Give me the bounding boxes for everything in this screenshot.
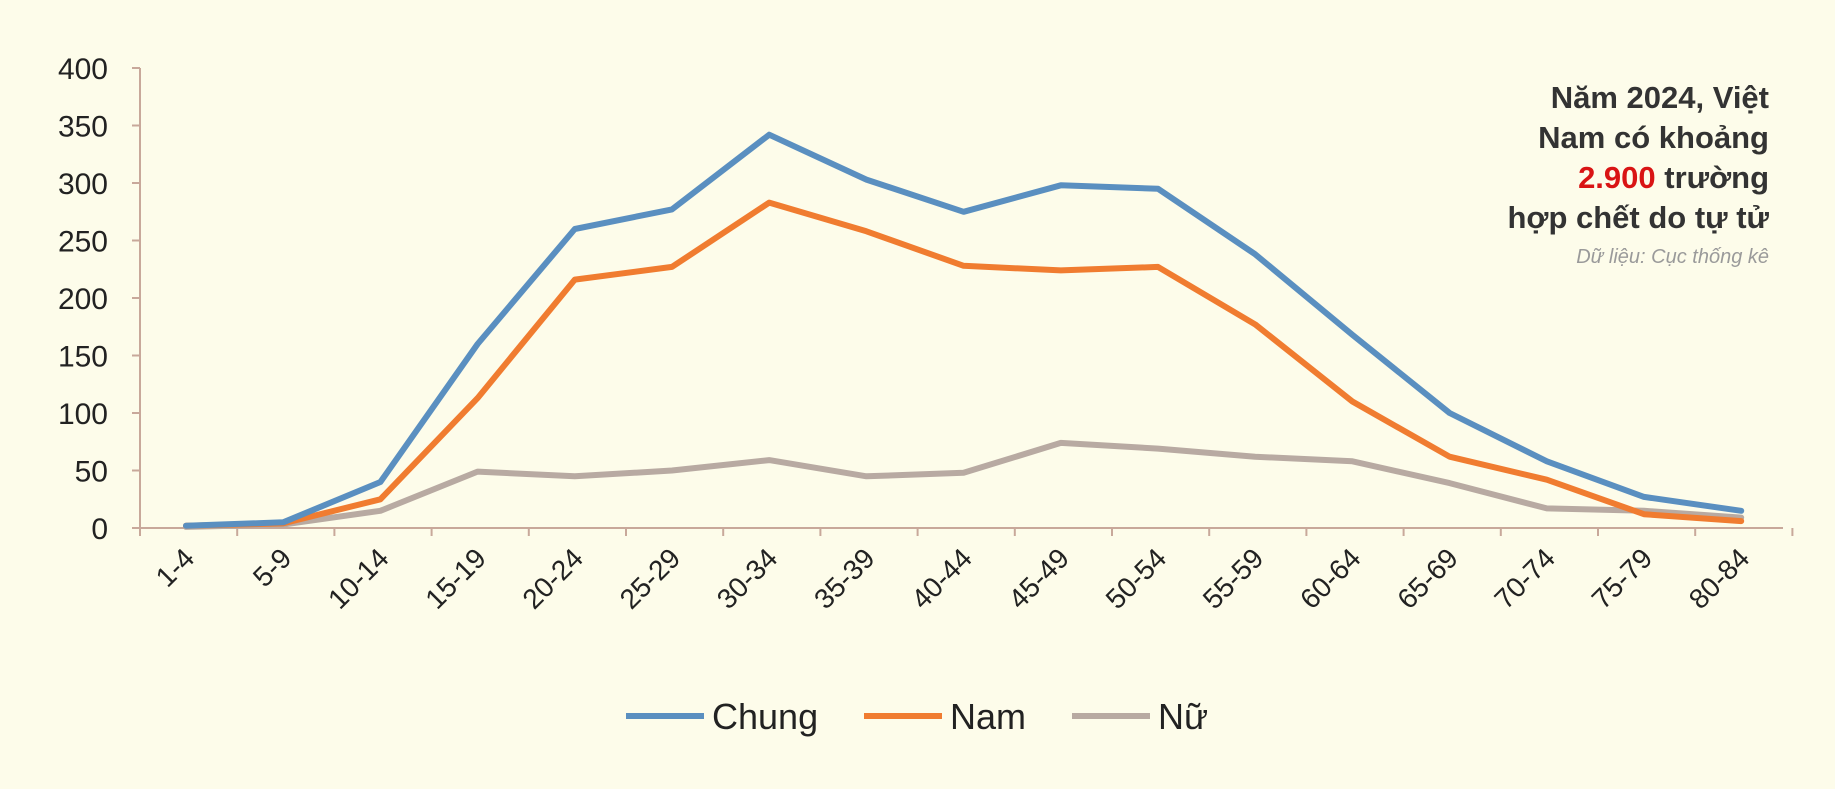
x-tick-label: 65-69 [1391,542,1464,615]
y-axis-ticks: 0 50 100 150 200 250 300 350 400 [58,53,140,546]
x-tick-label: 30-34 [711,542,784,615]
x-tick-label: 25-29 [614,542,687,615]
x-tick-label: 75-79 [1586,542,1659,615]
x-tick-label: 20-24 [516,542,589,615]
x-tick-label: 70-74 [1488,542,1561,615]
x-axis-ticks: 1-4 5-9 10-14 15-19 20-24 25-29 30-34 35-39 40-4… [139,528,1794,615]
legend-label: Nữ [1158,696,1208,737]
annotation-line-4: hợp chết do tự tử [1507,200,1769,235]
annotation-line-3-rest: trường [1655,160,1769,195]
series-line-2 [183,439,1745,530]
y-tick-label: 50 [75,456,108,489]
legend-label: Chung [712,696,818,737]
x-tick-label: 50-54 [1100,542,1173,615]
y-tick-label: 300 [58,168,108,201]
series-lines [183,131,1745,530]
x-tick-label: 60-64 [1294,542,1367,615]
x-tick-label: 45-49 [1002,542,1075,615]
y-tick-label: 350 [58,111,108,144]
y-tick-label: 100 [58,398,108,431]
annotation-box: Năm 2024, Việt Nam có khoảng 2.900 trườn… [1469,78,1769,272]
series-line-0 [183,131,1745,529]
y-tick-label: 200 [58,283,108,316]
annotation-source: Dữ liệu: Cục thống kê [1576,246,1769,268]
annotation-highlight: 2.900 [1578,160,1656,195]
y-tick-label: 400 [58,53,108,86]
legend: Chung Nam Nữ [626,696,1208,737]
y-tick-label: 150 [58,341,108,374]
annotation-line-2: Nam có khoảng [1538,120,1769,155]
x-tick-label: 5-9 [247,542,298,593]
x-tick-label: 35-39 [808,542,881,615]
series-line-1 [183,199,1745,529]
x-tick-label: 10-14 [322,542,395,615]
legend-label: Nam [950,696,1026,737]
x-tick-label: 1-4 [150,542,201,593]
x-tick-label: 15-19 [419,542,492,615]
annotation-line-1: Năm 2024, Việt [1550,80,1769,115]
y-tick-label: 250 [58,226,108,259]
x-tick-label: 40-44 [905,542,978,615]
y-tick-label: 0 [91,513,108,546]
annotation-line-3: 2.900 trường [1469,158,1769,198]
x-tick-label: 55-59 [1197,542,1270,615]
x-tick-label: 80-84 [1683,542,1756,615]
